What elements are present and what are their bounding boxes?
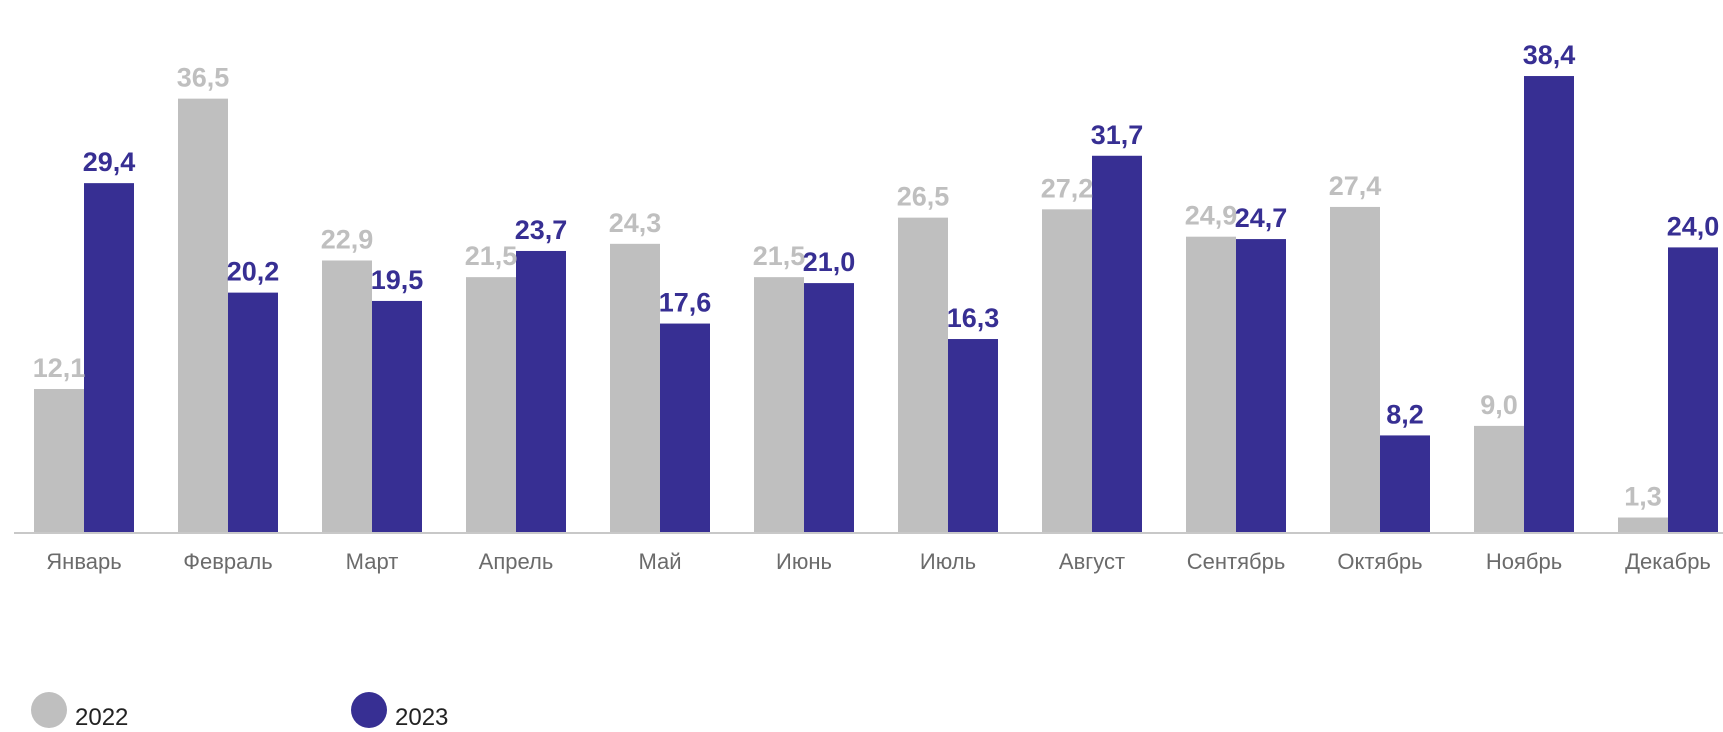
bar-2022-10 <box>1330 206 1380 533</box>
bar-2022-2 <box>178 98 228 534</box>
value-labels-group: 12,129,436,520,222,919,521,523,7 24,317,6… <box>33 40 1720 511</box>
bar-2022-1 <box>34 389 84 533</box>
value-label-2022-4: 21,5 <box>465 241 518 271</box>
bar-2023-2 <box>228 292 278 533</box>
value-label-2023-6: 21,0 <box>803 247 856 277</box>
legend-item-2023: 2023 <box>351 690 449 731</box>
bar-2023-7 <box>948 339 998 533</box>
value-label-2022-12: 1,3 <box>1624 482 1662 512</box>
bar-2022-5 <box>610 243 660 533</box>
bar-2023-8 <box>1092 155 1142 533</box>
value-label-2023-7: 16,3 <box>947 303 1000 333</box>
legend-label-2023: 2023 <box>395 704 449 731</box>
x-tick-label-3: Март <box>346 549 399 574</box>
bar-2022-8 <box>1042 209 1092 533</box>
bar-2023-5 <box>660 323 710 533</box>
value-label-2023-2: 20,2 <box>227 257 280 287</box>
bar-2022-12 <box>1618 517 1668 533</box>
legend-swatch-2023 <box>351 692 387 728</box>
x-tick-label-7: Июль <box>920 549 976 574</box>
bar-2022-4 <box>466 277 516 533</box>
bar-2023-12 <box>1668 247 1718 533</box>
x-tick-label-11: Ноябрь <box>1486 549 1562 574</box>
x-tick-label-8: Август <box>1059 549 1125 574</box>
bar-2022-6 <box>754 277 804 533</box>
legend-label-2022: 2022 <box>75 704 129 731</box>
bar-2022-3 <box>322 260 372 533</box>
value-label-2022-11: 9,0 <box>1480 390 1518 420</box>
x-tick-labels-group: Январь Февраль Март Апрель Май Июнь Июль Август… <box>46 549 1711 574</box>
x-tick-label-12: Декабрь <box>1625 549 1711 574</box>
bar-2022-11 <box>1474 425 1524 533</box>
bar-2023-9 <box>1236 239 1286 533</box>
value-label-2023-9: 24,7 <box>1235 203 1288 233</box>
bar-chart: 12,129,436,520,222,919,521,523,7 24,317,6… <box>14 40 1723 574</box>
value-label-2022-9: 24,9 <box>1185 201 1238 231</box>
value-label-2022-8: 27,2 <box>1041 173 1094 203</box>
x-tick-label-9: Сентябрь <box>1187 549 1286 574</box>
value-label-2023-3: 19,5 <box>371 265 424 295</box>
x-tick-label-2: Февраль <box>183 549 272 574</box>
value-label-2023-4: 23,7 <box>515 215 568 245</box>
x-tick-label-4: Апрель <box>479 549 554 574</box>
x-tick-label-10: Октябрь <box>1337 549 1422 574</box>
value-label-2022-3: 22,9 <box>321 224 374 254</box>
bar-2023-6 <box>804 283 854 533</box>
bar-2022-9 <box>1186 236 1236 533</box>
bar-2023-3 <box>372 300 422 533</box>
value-label-2023-10: 8,2 <box>1386 399 1424 429</box>
x-tick-label-5: Май <box>638 549 681 574</box>
value-label-2022-6: 21,5 <box>753 241 806 271</box>
legend-swatch-2022 <box>31 692 67 728</box>
bars-group <box>34 76 1718 534</box>
value-label-2022-1: 12,1 <box>33 353 86 383</box>
bar-2023-4 <box>516 250 566 533</box>
x-tick-label-1: Январь <box>46 549 121 574</box>
bar-2023-11 <box>1524 76 1574 533</box>
value-label-2022-10: 27,4 <box>1329 171 1382 201</box>
value-label-2022-5: 24,3 <box>609 208 662 238</box>
value-label-2022-7: 26,5 <box>897 182 950 212</box>
x-tick-label-6: Июнь <box>776 549 832 574</box>
bar-2023-1 <box>84 183 134 533</box>
legend-item-2022: 2022 <box>31 690 129 731</box>
value-label-2023-12: 24,0 <box>1667 211 1720 241</box>
value-label-2023-8: 31,7 <box>1091 120 1144 150</box>
value-label-2023-11: 38,4 <box>1523 40 1576 70</box>
value-label-2023-5: 17,6 <box>659 288 712 318</box>
bar-2023-10 <box>1380 435 1430 533</box>
bar-2022-7 <box>898 217 948 533</box>
value-label-2022-2: 36,5 <box>177 63 230 93</box>
value-label-2023-1: 29,4 <box>83 147 136 177</box>
